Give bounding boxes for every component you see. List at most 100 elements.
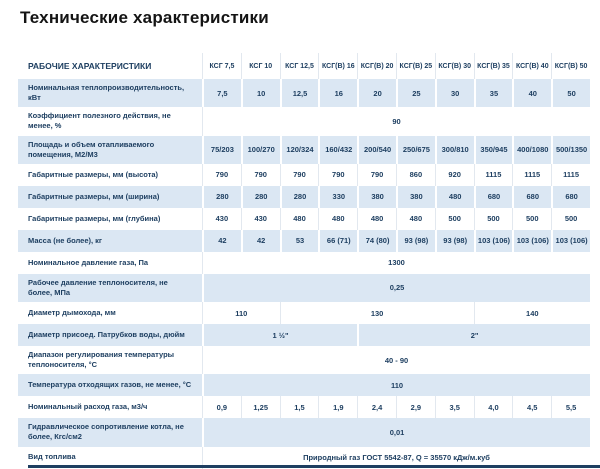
value-cell: 42 [202, 229, 241, 252]
row-label: Диапазон регулирования температуры тепло… [18, 346, 202, 375]
table-row: Коэффициент полезного действия, не менее… [18, 107, 590, 136]
value-cell: 74 (80) [357, 229, 396, 252]
value-cell: 1,25 [240, 396, 280, 419]
table-row: Номинальная теплопроизводительность, кВт… [18, 79, 590, 108]
value-cell: 110 [202, 302, 280, 324]
table-row: Диаметр дымохода, мм 110 130 140 [18, 302, 590, 324]
bottom-divider [28, 465, 600, 468]
value-cell: 160/432 [318, 135, 358, 164]
value-cell: 480 [395, 207, 435, 230]
value-cell: 500 [434, 207, 474, 230]
value-cell: 75/203 [202, 135, 241, 164]
column-header: КСГ(В) 40 [512, 53, 551, 79]
table-header-row: РАБОЧИЕ ХАРАКТЕРИСТИКИ КСГ 7,5 КСГ 10 КСГ … [18, 53, 590, 79]
value-cell: 300/810 [434, 135, 474, 164]
row-label: Площадь и объем отапливаемого помещения,… [18, 135, 202, 164]
value-cell: 4,5 [512, 396, 552, 419]
value-cell: 100/270 [240, 135, 280, 164]
row-label: Коэффициент полезного действия, не менее… [18, 107, 202, 136]
value-cell: 2,9 [395, 396, 435, 419]
value-cell: 200/540 [357, 135, 396, 164]
table-row: Диаметр присоед. Патрубков воды, дюйм 1 ½… [18, 324, 590, 346]
value-cell: 380 [357, 185, 396, 208]
value-cell: 400/1080 [512, 135, 552, 164]
value-cell: 93 (98) [434, 229, 474, 252]
column-header: КСГ 12,5 [279, 53, 319, 79]
value-cell: 110 [202, 374, 590, 397]
table-row: Габаритные размеры, мм (глубина) 430 430 48… [18, 207, 590, 230]
column-header: КСГ(В) 50 [551, 53, 590, 79]
value-cell: 2" [357, 324, 590, 346]
value-cell: 25 [395, 79, 435, 108]
value-cell: 103 (106) [551, 229, 590, 252]
value-cell: 680 [473, 185, 513, 208]
value-cell: 93 (98) [395, 229, 435, 252]
value-cell: 500/1350 [551, 135, 590, 164]
row-label: Габаритные размеры, мм (глубина) [18, 207, 202, 230]
column-header: КСГ(В) 30 [434, 53, 474, 79]
table-row: Габаритные размеры, мм (ширина) 280 280 280… [18, 185, 590, 208]
value-cell: 20 [357, 79, 396, 108]
row-label: Диаметр дымохода, мм [18, 302, 202, 324]
table-row: Температура отходящих газов, не менее, °… [18, 374, 590, 397]
value-cell: 50 [551, 79, 590, 108]
value-cell: 680 [512, 185, 552, 208]
column-header: КСГ(В) 35 [473, 53, 513, 79]
row-label: Номинальное давление газа, Па [18, 251, 202, 274]
table-row: Рабочее давление теплоносителя, не более… [18, 273, 590, 302]
value-cell: 280 [279, 185, 319, 208]
value-cell: 790 [279, 163, 319, 186]
row-label: Температура отходящих газов, не менее, °… [18, 374, 202, 397]
value-cell: 330 [318, 185, 358, 208]
value-cell: 1300 [202, 251, 590, 274]
value-cell: 480 [279, 207, 319, 230]
value-cell: 280 [240, 185, 280, 208]
row-label: Масса (не более), кг [18, 229, 202, 252]
value-cell: 53 [279, 229, 319, 252]
column-header: КСГ 7,5 [202, 53, 241, 79]
value-cell: 10 [240, 79, 280, 108]
value-cell: 42 [240, 229, 280, 252]
value-cell: 140 [473, 302, 590, 324]
value-cell: 1,5 [279, 396, 319, 419]
value-cell: 790 [357, 163, 396, 186]
table-row: Габаритные размеры, мм (высота) 790 790 790… [18, 163, 590, 186]
value-cell: 1115 [551, 163, 590, 186]
value-cell: 103 (106) [512, 229, 552, 252]
value-cell: 500 [512, 207, 552, 230]
value-cell: 30 [434, 79, 474, 108]
value-cell: 1115 [473, 163, 513, 186]
table-row: Гидравлическое сопротивление котла, не б… [18, 418, 590, 447]
row-label: Номинальный расход газа, м3/ч [18, 396, 202, 419]
page: Технические характеристики РАБОЧИЕ ХАРАК… [0, 8, 600, 469]
value-cell: 680 [551, 185, 590, 208]
table-row: Диапазон регулирования температуры тепло… [18, 346, 590, 375]
value-cell: 380 [395, 185, 435, 208]
value-cell: 1115 [512, 163, 552, 186]
value-cell: 40 [512, 79, 552, 108]
value-cell: 130 [279, 302, 474, 324]
value-cell: 280 [202, 185, 241, 208]
column-header: КСГ(В) 25 [395, 53, 435, 79]
value-cell: 0,01 [202, 418, 590, 447]
value-cell: 7,5 [202, 79, 241, 108]
value-cell: 1 ½" [202, 324, 358, 346]
value-cell: 860 [395, 163, 435, 186]
value-cell: 500 [473, 207, 513, 230]
value-cell: 90 [202, 107, 590, 136]
row-label: Габаритные размеры, мм (ширина) [18, 185, 202, 208]
value-cell: 790 [202, 163, 241, 186]
row-label: Диаметр присоед. Патрубков воды, дюйм [18, 324, 202, 346]
value-cell: 2,4 [357, 396, 396, 419]
specs-table: РАБОЧИЕ ХАРАКТЕРИСТИКИ КСГ 7,5 КСГ 10 КСГ … [18, 53, 590, 469]
value-cell: 920 [434, 163, 474, 186]
table-row: Номинальный расход газа, м3/ч 0,9 1,25 1,5 1… [18, 396, 590, 419]
row-label: Номинальная теплопроизводительность, кВт [18, 79, 202, 108]
table-row: Номинальное давление газа, Па 1300 [18, 251, 590, 274]
value-cell: 66 (71) [318, 229, 358, 252]
value-cell: 103 (106) [473, 229, 513, 252]
row-label: Рабочее давление теплоносителя, не более… [18, 273, 202, 302]
value-cell: 250/675 [395, 135, 435, 164]
value-cell: 1,9 [318, 396, 358, 419]
row-label: Гидравлическое сопротивление котла, не б… [18, 418, 202, 447]
